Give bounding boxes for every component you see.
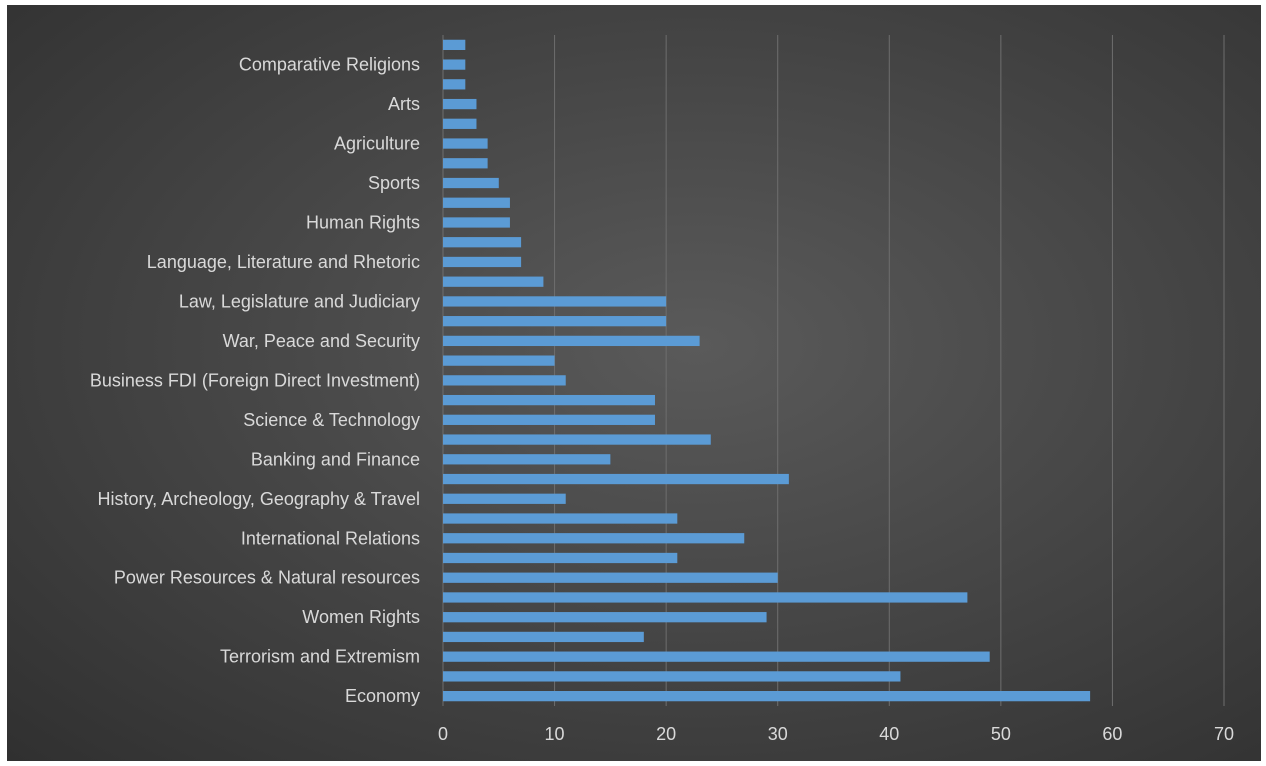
bar: [443, 414, 655, 425]
bar: [443, 138, 488, 149]
category-label: Terrorism and Extremism: [220, 647, 420, 667]
bar: [443, 177, 499, 189]
x-tick-label: 40: [879, 724, 899, 744]
bar: [443, 493, 566, 504]
x-axis-tick-labels: 0 10 20 30 40 50 60 70: [438, 724, 1234, 744]
x-tick-label: 20: [656, 724, 676, 744]
bar: [443, 394, 655, 406]
bar: [443, 39, 466, 50]
bar: [443, 217, 510, 228]
category-label: Sports: [368, 173, 420, 193]
category-label: International Relations: [241, 528, 420, 548]
bar: [443, 651, 990, 662]
bar: [443, 533, 745, 544]
bar: [443, 355, 555, 366]
bar: [443, 98, 477, 110]
bar: [443, 316, 667, 327]
category-label: Banking and Finance: [251, 449, 420, 469]
bar: [443, 631, 644, 643]
y-axis-category-labels: Economy Terrorism and Extremism Women Righ…: [90, 55, 420, 707]
bar: [443, 158, 488, 169]
bar: [443, 671, 901, 682]
bar: [443, 375, 566, 386]
category-label: Agriculture: [334, 134, 420, 154]
bar: [443, 612, 767, 623]
bar: [443, 276, 544, 287]
category-label: Science & Technology: [243, 410, 420, 430]
x-tick-label: 60: [1102, 724, 1122, 744]
bar: [443, 79, 466, 90]
category-label: Women Rights: [302, 607, 420, 627]
gridlines: [442, 35, 1225, 706]
bar: [443, 237, 522, 248]
bar: [443, 454, 611, 465]
bar: [443, 552, 678, 564]
bar: [443, 118, 477, 129]
bar: [443, 197, 510, 208]
x-tick-label: 50: [991, 724, 1011, 744]
category-label: Comparative Religions: [239, 55, 420, 75]
bar: [443, 691, 1091, 702]
bar: [443, 59, 466, 70]
x-tick-label: 30: [768, 724, 788, 744]
category-label: War, Peace and Security: [223, 331, 420, 351]
category-label: Law, Legislature and Judiciary: [179, 291, 420, 311]
category-label: Business FDI (Foreign Direct Investment): [90, 370, 420, 390]
x-tick-label: 10: [545, 724, 565, 744]
bar: [443, 256, 522, 268]
category-label: Human Rights: [306, 212, 420, 232]
bar: [443, 296, 667, 307]
x-tick-label: 70: [1214, 724, 1234, 744]
bar: [443, 434, 711, 445]
category-label: Economy: [345, 686, 420, 706]
bars: [443, 39, 1091, 702]
bar: [443, 572, 778, 583]
x-tick-label: 0: [438, 724, 448, 744]
bar: [443, 592, 968, 603]
category-label: Power Resources & Natural resources: [114, 568, 420, 588]
category-label: History, Archeology, Geography & Travel: [98, 489, 420, 509]
category-label: Arts: [388, 94, 420, 114]
bar: [443, 513, 678, 524]
bar: [443, 473, 789, 485]
category-label: Language, Literature and Rhetoric: [147, 252, 420, 272]
bar: [443, 335, 700, 347]
